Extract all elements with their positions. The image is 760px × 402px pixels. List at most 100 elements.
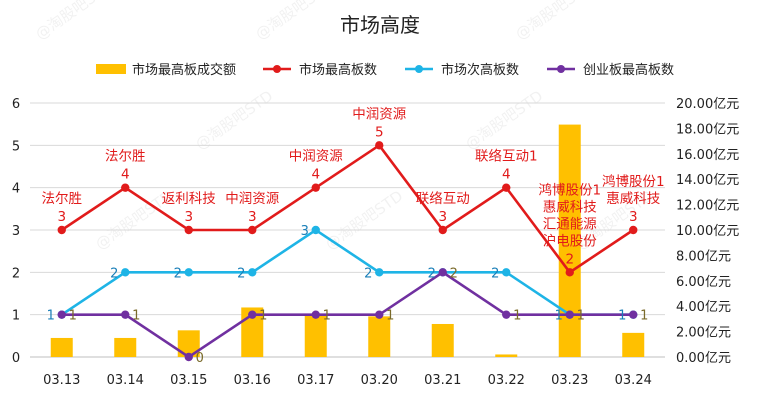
watermark-text: @淘股吧STD — [192, 87, 276, 154]
series-point — [121, 310, 130, 319]
x-axis-tick: 03.14 — [107, 373, 144, 388]
bar — [114, 337, 137, 357]
series-point — [375, 141, 384, 150]
stock-annotation: 返利科技 — [162, 191, 216, 207]
series-point — [565, 310, 574, 319]
bar — [622, 332, 645, 357]
right-axis-tick: 18.00亿元 — [676, 122, 739, 137]
data-label: 1 — [618, 309, 626, 324]
legend-label: 市场最高板成交额 — [132, 62, 236, 78]
stock-annotation: 沪电股份 — [543, 233, 597, 249]
right-axis-tick: 6.00亿元 — [676, 275, 731, 290]
legend-label: 市场最高板数 — [299, 62, 377, 78]
bar — [368, 316, 391, 357]
x-axis-tick: 03.23 — [551, 373, 588, 388]
x-axis-tick: 03.13 — [43, 373, 80, 388]
watermark-text: @淘股吧STD — [462, 87, 546, 154]
legend-marker — [415, 65, 423, 73]
data-label: 1 — [69, 309, 77, 324]
stock-annotation: 联络互动 — [416, 191, 470, 207]
data-label: 5 — [375, 124, 384, 140]
watermark-text: @淘股吧STD — [32, 0, 116, 43]
series-line — [61, 270, 634, 359]
series-line — [61, 143, 634, 275]
series-point — [248, 310, 257, 319]
right-axis-tick: 14.00亿元 — [676, 173, 739, 188]
series-point — [184, 225, 193, 235]
bar — [50, 337, 73, 357]
stock-annotation: 鸿博股份1 — [602, 173, 665, 190]
right-axis-tick: 10.00亿元 — [676, 224, 739, 239]
stock-annotation: 惠威科技 — [543, 199, 597, 215]
series-line — [61, 228, 634, 316]
series-point — [311, 183, 320, 192]
x-axis: 03.13 03.14 03.15 03.16 03.17 03.20 03.21 03.22… — [30, 356, 665, 388]
data-label: 1 — [640, 309, 648, 324]
stock-annotation: 法尔胜 — [105, 149, 146, 165]
data-label: 1 — [259, 309, 267, 324]
stock-annotation: 中润资源 — [289, 149, 343, 165]
series-point — [438, 225, 447, 235]
bar — [495, 354, 518, 357]
x-axis-tick: 03.21 — [424, 373, 461, 388]
data-label: 1 — [323, 309, 331, 324]
data-label: 3 — [301, 224, 309, 239]
legend-label: 创业板最高板数 — [583, 62, 674, 78]
bar-series — [50, 124, 645, 357]
data-label: 1 — [555, 309, 563, 324]
data-label: 1 — [47, 309, 55, 324]
series-point — [184, 268, 193, 277]
line-series — [57, 141, 638, 362]
legend: 市场最高板成交额 市场最高板数 市场次高板数 创业板最高板数 — [96, 62, 674, 78]
data-label: 3 — [438, 209, 447, 225]
left-axis-tick: 1 — [12, 309, 20, 324]
series-point — [248, 268, 257, 277]
x-axis-tick: 03.16 — [234, 373, 271, 388]
left-axis-tick: 3 — [12, 224, 20, 239]
bar — [558, 124, 581, 357]
series-point — [248, 225, 257, 235]
series-point — [57, 225, 66, 235]
left-axis-tick: 6 — [12, 97, 20, 112]
series-point — [438, 268, 447, 277]
series-point — [184, 352, 193, 362]
stock-annotation: 惠威科技 — [606, 191, 660, 207]
left-axis-tick: 0 — [12, 351, 20, 366]
data-label: 2 — [110, 266, 118, 281]
left-axis-tick: 2 — [12, 266, 20, 281]
data-labels: 12 2 232 2 21 11 101 1 121 1 1 — [47, 224, 649, 366]
data-label: 2 — [565, 251, 574, 267]
data-label: 2 — [428, 266, 436, 281]
legend-marker — [273, 65, 281, 73]
bar — [304, 315, 327, 357]
data-label: 4 — [121, 167, 130, 183]
data-label: 1 — [132, 309, 140, 324]
data-label: 2 — [364, 266, 372, 281]
stock-annotation: 鸿博股份1 — [538, 181, 601, 198]
series-point — [311, 310, 320, 319]
series-point — [502, 268, 511, 277]
series-point — [629, 310, 638, 319]
series-point — [121, 268, 130, 277]
legend-swatch — [96, 64, 126, 74]
data-label: 4 — [502, 167, 511, 183]
right-axis-tick: 8.00亿元 — [676, 249, 731, 264]
series-point — [565, 268, 574, 277]
x-axis-tick: 03.22 — [488, 373, 525, 388]
x-axis-tick: 03.17 — [297, 373, 334, 388]
legend-marker — [557, 65, 565, 73]
data-label: 3 — [629, 209, 638, 225]
right-axis-tick: 16.00亿元 — [676, 148, 739, 163]
series-point — [375, 310, 384, 319]
stock-annotation: 中润资源 — [225, 191, 279, 207]
data-label: 2 — [174, 266, 182, 281]
right-axis-tick: 2.00亿元 — [676, 326, 731, 341]
series-point — [375, 268, 384, 277]
series-point — [311, 225, 320, 235]
stock-annotation: 法尔胜 — [42, 191, 83, 207]
series-point — [502, 310, 511, 319]
stock-annotations: 3 法尔胜 4 法尔胜 3 返利科技 3 中润资源 4 中润资源 5 中润资源 3 联络互动 4 联络互动1 2… — [42, 106, 665, 267]
data-label: 2 — [450, 266, 458, 281]
x-axis-tick: 03.15 — [170, 373, 207, 388]
